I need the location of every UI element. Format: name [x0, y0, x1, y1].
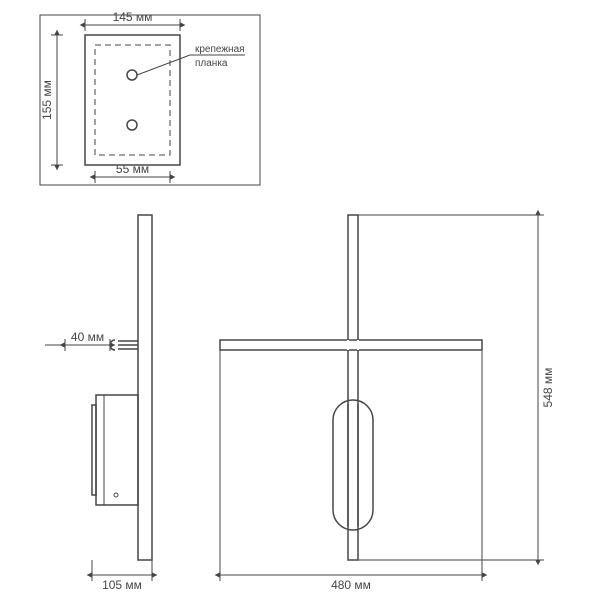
inset-frame [40, 15, 260, 185]
dim-side-base: 105 мм [102, 578, 142, 592]
dim-front-height: 548 мм [541, 368, 555, 408]
dim-inset-inner-width: 55 мм [116, 162, 149, 176]
mounting-plate [85, 35, 180, 165]
front-vertical-bar [348, 215, 358, 560]
mount-hole-1 [127, 70, 137, 80]
bracket-outline [95, 45, 170, 155]
dim-front-width: 480 мм [331, 578, 371, 592]
side-arm-cap [110, 340, 115, 350]
dim-inset-width: 145 мм [113, 10, 153, 24]
note-line1: крепежная [195, 44, 245, 55]
front-horizontal-bar [220, 340, 482, 350]
note-line2: планка [195, 58, 228, 69]
front-pill [333, 400, 373, 530]
side-vertical-bar [138, 215, 152, 560]
side-mount-block [96, 395, 138, 505]
dim-inset-height: 155 мм [40, 80, 54, 120]
mount-hole-2 [127, 120, 137, 130]
side-mount-flange [92, 405, 96, 495]
dim-side-depth: 40 мм [71, 330, 104, 344]
